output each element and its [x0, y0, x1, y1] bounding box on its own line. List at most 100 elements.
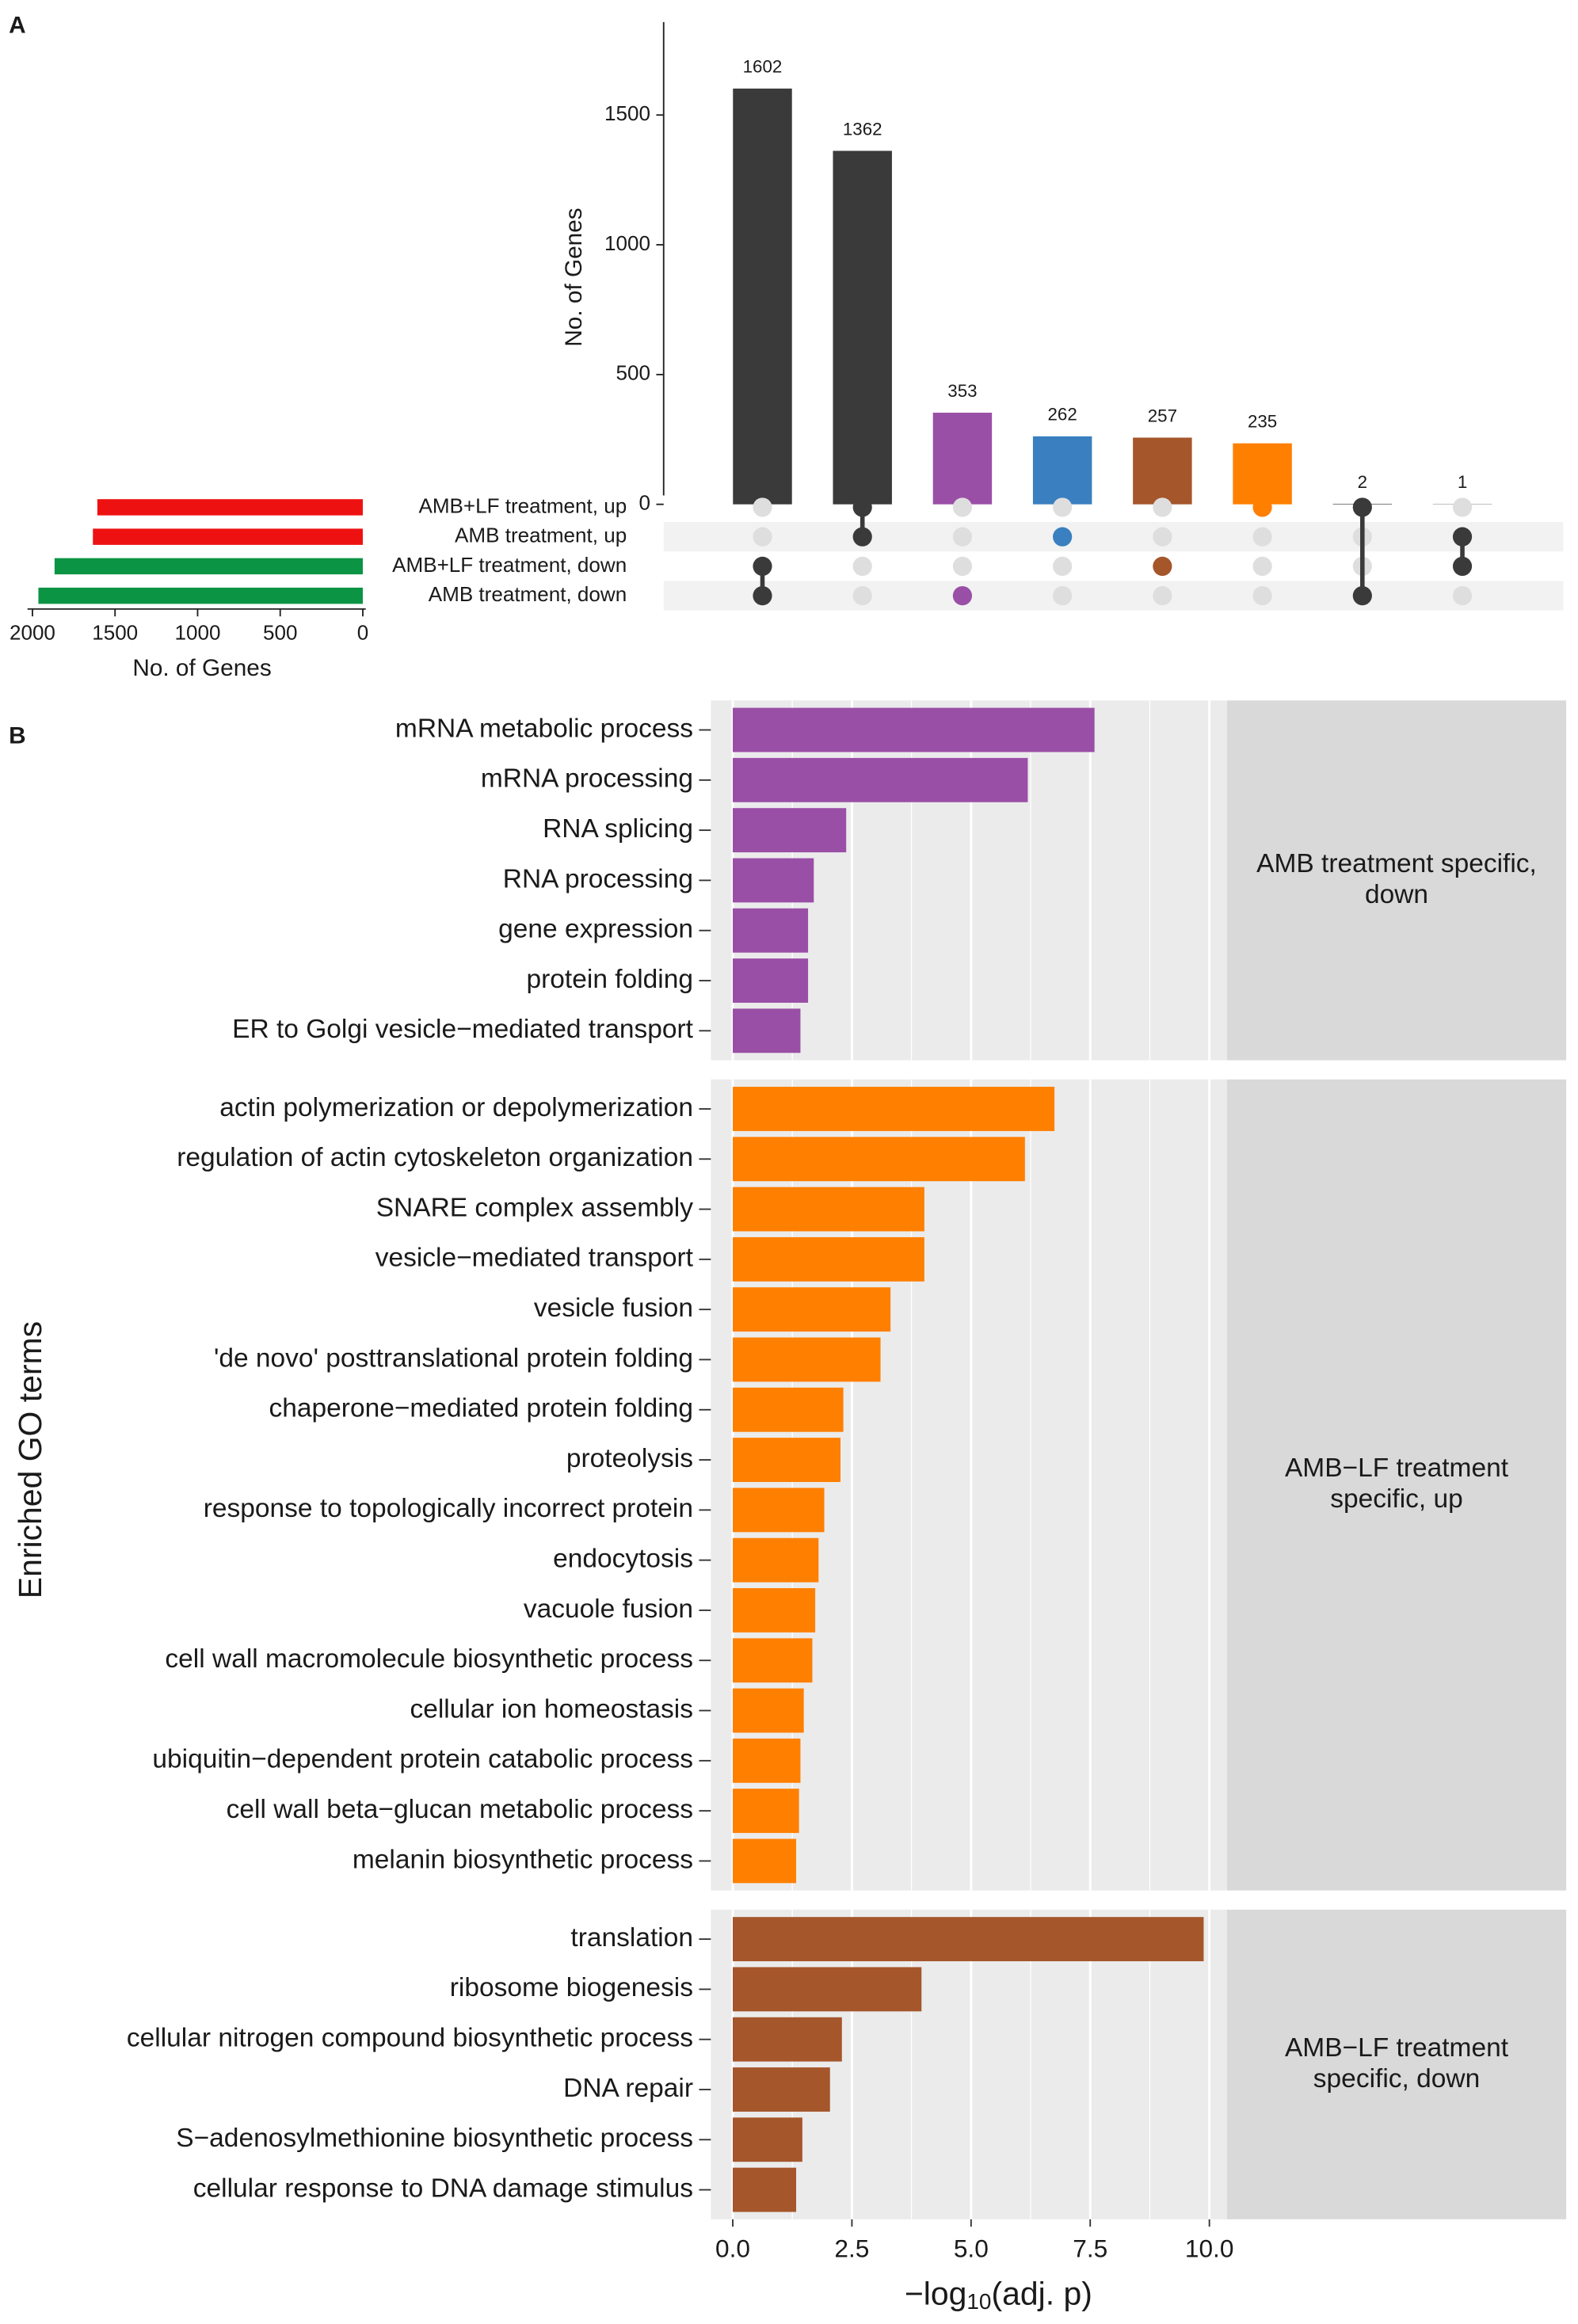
y-axis-label: Enriched GO terms [12, 1321, 48, 1598]
bar [733, 1337, 881, 1382]
strip-label: AMB−LF treatment specific, down [1285, 2033, 1509, 2094]
matrix-dot-empty [1153, 497, 1172, 517]
bar [733, 2067, 830, 2112]
bar [733, 1738, 801, 1783]
y-tick-label: 'de novo' posttranslational protein fold… [214, 1343, 693, 1373]
matrix-dot-empty [952, 497, 973, 517]
bar [733, 1537, 819, 1583]
strip-background [1226, 700, 1567, 1061]
y-tick-label: ubiquitin−dependent protein catabolic pr… [152, 1745, 693, 1774]
y-tick-label: cellular ion homeostasis [410, 1694, 693, 1724]
y-tick-label: RNA splicing [543, 814, 693, 844]
bar [733, 707, 1095, 752]
y-tick-label: ER to Golgi vesicle−mediated transport [232, 1015, 694, 1044]
matrix-dot-empty [1053, 586, 1073, 606]
matrix-dot-empty [1153, 586, 1172, 606]
strip-label: AMB−LF treatment specific, up [1285, 1453, 1509, 1514]
x-tick-label: 500 [263, 620, 297, 644]
set-size-bar [38, 587, 363, 604]
y-tick-label: cell wall macromolecule biosynthetic pro… [165, 1644, 693, 1674]
y-tick-label: cellular response to DNA damage stimulus [193, 2174, 693, 2203]
y-tick-label: proteolysis [566, 1444, 693, 1473]
y-tick-label: S−adenosylmethionine biosynthetic proces… [176, 2124, 693, 2153]
bar [733, 1137, 1025, 1182]
matrix-dot [1053, 527, 1073, 547]
bar [733, 1438, 840, 1482]
y-tick-label: 1500 [604, 101, 650, 125]
bar-value-label: 235 [1248, 412, 1277, 432]
y-tick-label: vacuole fusion [524, 1594, 693, 1624]
matrix-dot-empty [952, 556, 973, 576]
matrix-dot-empty [1452, 586, 1473, 606]
set-size-bar [97, 499, 363, 516]
matrix-stripe [663, 522, 1564, 552]
x-axis-label-part: (adj. p) [991, 2275, 1092, 2311]
y-tick-label: vesicle fusion [534, 1293, 693, 1323]
bar [733, 1789, 799, 1834]
bar [733, 2167, 797, 2212]
x-tick-label: 1500 [92, 620, 138, 644]
x-tick-label: 10.0 [1185, 2234, 1234, 2262]
y-tick-label: mRNA processing [481, 764, 693, 794]
y-tick-label: chaperone−mediated protein folding [269, 1394, 693, 1423]
bar-value-label: 262 [1048, 405, 1077, 425]
matrix-dot [1153, 556, 1172, 576]
bar [733, 1008, 801, 1053]
matrix-dot-empty [1153, 527, 1172, 547]
x-tick-label: 5.0 [954, 2234, 989, 2262]
matrix-stripe [663, 581, 1564, 611]
bar [733, 958, 809, 1003]
bar [1133, 437, 1192, 505]
bar-value-label: 1362 [843, 119, 882, 139]
x-axis-label-part: 10 [966, 2289, 991, 2314]
y-tick-label: melanin biosynthetic process [353, 1845, 693, 1874]
y-tick-label: 500 [616, 361, 650, 385]
matrix-dot-empty [1053, 556, 1073, 576]
bar [733, 808, 847, 853]
matrix-dot [1452, 556, 1473, 576]
bar [733, 1688, 804, 1733]
matrix-dot-empty [852, 586, 872, 606]
bar [733, 1588, 816, 1633]
strip-background [1226, 1079, 1567, 1891]
bar [733, 2017, 842, 2062]
y-tick-label: translation [570, 1923, 693, 1953]
x-tick-label: 7.5 [1073, 2234, 1107, 2262]
matrix-dot-empty [753, 497, 772, 517]
matrix-dot-empty [852, 556, 872, 576]
y-tick-label: SNARE complex assembly [376, 1193, 694, 1222]
panel-tag: B [9, 723, 26, 749]
matrix-dot [852, 527, 872, 547]
bar [833, 150, 892, 505]
x-axis-label: −log10(adj. p) [905, 2275, 1092, 2314]
matrix-dot [852, 497, 872, 517]
y-tick-label: ribosome biogenesis [450, 1973, 693, 2002]
bar [733, 908, 809, 953]
y-tick-label: protein folding [527, 965, 693, 994]
matrix-dot-empty [952, 527, 973, 547]
matrix-dot [952, 586, 973, 606]
bar [1233, 443, 1292, 505]
bar [1032, 436, 1092, 505]
x-axis-label: No. of Genes [132, 655, 271, 681]
y-tick-label: cell wall beta−glucan metabolic process [227, 1795, 693, 1824]
bar [733, 1387, 844, 1432]
strip-label: AMB treatment specific, down [1256, 849, 1537, 909]
y-tick-label: 1000 [604, 231, 650, 255]
bar [932, 413, 993, 505]
x-tick-label: 0.0 [715, 2234, 750, 2262]
matrix-dot [753, 556, 772, 576]
x-tick-label: 2000 [10, 620, 55, 644]
y-tick-label: 0 [639, 491, 651, 515]
panel-tag: A [9, 12, 26, 38]
x-axis-label-part: −log [905, 2275, 967, 2311]
bar [733, 1638, 813, 1683]
y-tick-label: endocytosis [553, 1545, 693, 1574]
set-label: AMB treatment, up [455, 524, 627, 547]
bar-value-label: 2 [1358, 472, 1367, 492]
matrix-dot-empty [1252, 586, 1272, 606]
matrix-dot-empty [753, 527, 772, 547]
y-tick-label: gene expression [498, 915, 693, 944]
bar [733, 88, 792, 505]
